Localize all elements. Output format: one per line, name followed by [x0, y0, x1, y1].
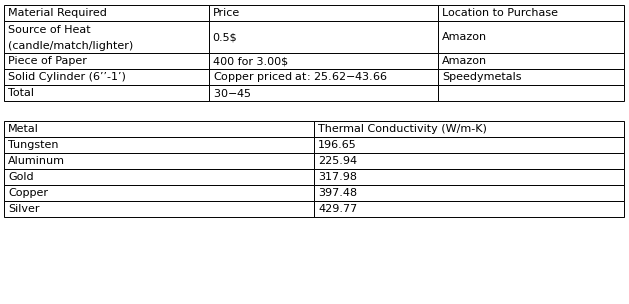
Bar: [4, 53, 209, 69]
Text: Gold: Gold: [8, 172, 33, 182]
Bar: [4, 69, 209, 85]
Bar: [4, 21, 209, 53]
Text: Copper priced at: 25.62$-43.66$: Copper priced at: 25.62$-43.66$: [213, 70, 387, 84]
Text: Aluminum: Aluminum: [8, 156, 65, 166]
Bar: [4, 185, 314, 201]
Bar: [438, 21, 624, 53]
Bar: [209, 5, 438, 21]
Text: Source of Heat: Source of Heat: [8, 25, 91, 35]
Text: 397.48: 397.48: [318, 188, 357, 198]
Text: Thermal Conductivity (W/m-K): Thermal Conductivity (W/m-K): [318, 124, 487, 134]
Bar: [438, 53, 624, 69]
Bar: [4, 137, 314, 153]
Bar: [314, 185, 624, 201]
Text: Speedymetals: Speedymetals: [442, 72, 521, 82]
Bar: [438, 5, 624, 21]
Bar: [314, 137, 624, 153]
Bar: [314, 153, 624, 169]
Bar: [4, 85, 209, 101]
Text: Amazon: Amazon: [442, 32, 487, 42]
Text: Total: Total: [8, 88, 34, 98]
Bar: [4, 121, 314, 137]
Text: Amazon: Amazon: [442, 56, 487, 66]
Bar: [438, 85, 624, 101]
Text: Metal: Metal: [8, 124, 39, 134]
Text: Piece of Paper: Piece of Paper: [8, 56, 87, 66]
Bar: [209, 53, 438, 69]
Text: Solid Cylinder (6’’-1’): Solid Cylinder (6’’-1’): [8, 72, 126, 82]
Bar: [438, 69, 624, 85]
Bar: [4, 169, 314, 185]
Text: 196.65: 196.65: [318, 140, 357, 150]
Bar: [314, 169, 624, 185]
Text: 30$-45$: 30$-45$: [213, 87, 251, 99]
Text: Silver: Silver: [8, 204, 40, 214]
Text: 429.77: 429.77: [318, 204, 357, 214]
Bar: [209, 21, 438, 53]
Text: Material Required: Material Required: [8, 8, 107, 18]
Text: Price: Price: [213, 8, 240, 18]
Text: 400 for 3.00$: 400 for 3.00$: [213, 56, 287, 66]
Bar: [4, 153, 314, 169]
Text: 317.98: 317.98: [318, 172, 357, 182]
Text: Location to Purchase: Location to Purchase: [442, 8, 558, 18]
Text: 225.94: 225.94: [318, 156, 357, 166]
Bar: [314, 201, 624, 217]
Bar: [4, 5, 209, 21]
Text: (candle/match/lighter): (candle/match/lighter): [8, 41, 133, 51]
Bar: [209, 85, 438, 101]
Bar: [4, 201, 314, 217]
Bar: [314, 121, 624, 137]
Text: Copper: Copper: [8, 188, 48, 198]
Text: Tungsten: Tungsten: [8, 140, 58, 150]
Bar: [209, 69, 438, 85]
Text: 0.5$: 0.5$: [213, 32, 237, 42]
